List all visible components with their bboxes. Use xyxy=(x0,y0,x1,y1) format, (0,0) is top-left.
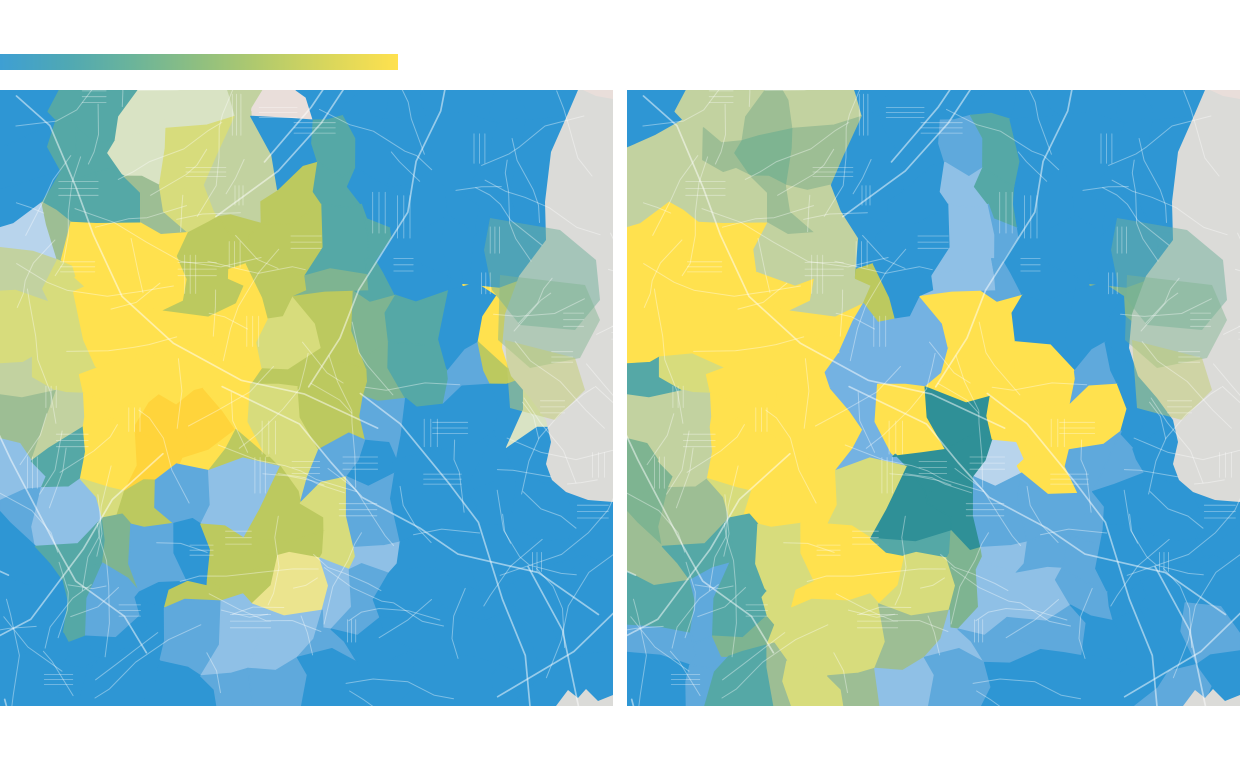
out-of-area-shape xyxy=(1125,275,1227,368)
map-svg xyxy=(627,90,1240,706)
map-region xyxy=(1045,655,1129,706)
legend-gradient-bar xyxy=(0,54,398,70)
map-region xyxy=(1021,649,1083,706)
map-left-panel xyxy=(0,90,613,706)
out-of-area-layer xyxy=(484,90,613,706)
out-of-area-shape xyxy=(1132,340,1212,420)
map-region xyxy=(874,656,936,706)
map-region xyxy=(354,649,417,706)
map-region xyxy=(1180,602,1240,666)
out-of-area-shape xyxy=(484,218,600,330)
out-of-area-shape xyxy=(556,689,613,706)
map-right-panel xyxy=(627,90,1240,706)
out-of-area-shape xyxy=(583,90,613,99)
map-region xyxy=(155,660,218,706)
map-region xyxy=(58,655,103,706)
out-of-area-shape xyxy=(505,340,585,420)
map-region xyxy=(569,650,613,706)
map-region xyxy=(247,656,309,706)
map-svg xyxy=(0,90,613,706)
map-region xyxy=(827,667,881,706)
out-of-area-shape xyxy=(1210,90,1240,99)
map-region xyxy=(704,644,775,706)
map-region xyxy=(1196,650,1240,706)
map-region xyxy=(418,655,502,706)
map-region xyxy=(553,602,613,666)
map-region xyxy=(200,667,254,706)
out-of-area-shape xyxy=(1111,218,1227,330)
out-of-area-shape xyxy=(1183,689,1240,706)
map-region xyxy=(981,649,1044,706)
map-region xyxy=(394,649,456,706)
map-region xyxy=(782,660,845,706)
map-region xyxy=(77,644,148,706)
map-region xyxy=(296,648,365,706)
road-network xyxy=(627,90,1240,706)
out-of-area-shape xyxy=(498,275,600,368)
map-region xyxy=(923,648,992,706)
map-region xyxy=(685,655,730,706)
region-layer xyxy=(627,90,1240,706)
map-region xyxy=(627,651,691,706)
out-of-area-layer xyxy=(1111,90,1240,706)
map-region xyxy=(0,651,64,706)
road-network xyxy=(0,90,613,706)
